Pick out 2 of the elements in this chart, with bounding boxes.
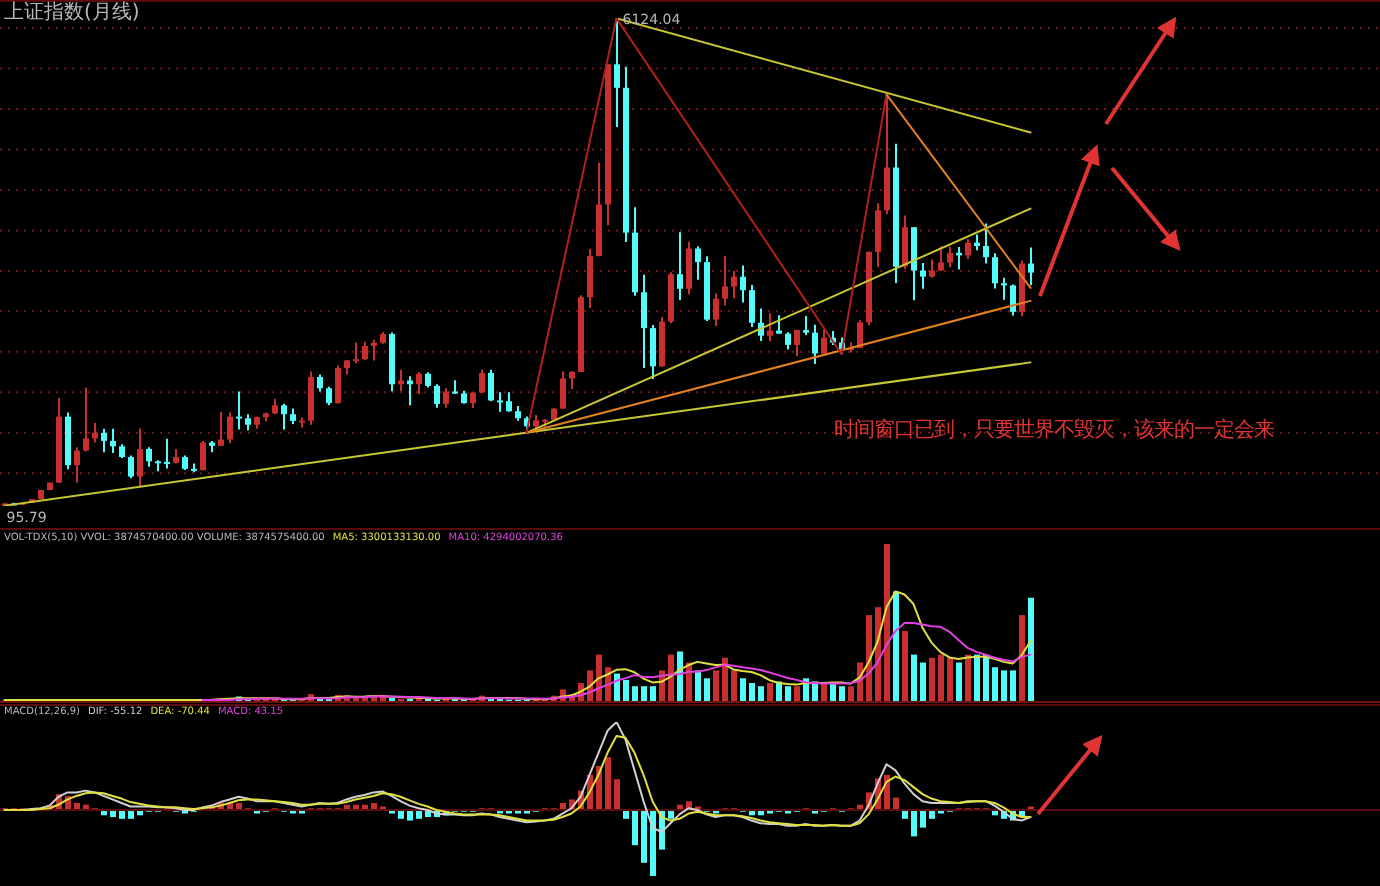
chart-title: 上证指数(月线): [4, 2, 140, 24]
annotation: 时间窗口已到，只要世界不毁灭，该来的一定会来: [834, 420, 1274, 442]
